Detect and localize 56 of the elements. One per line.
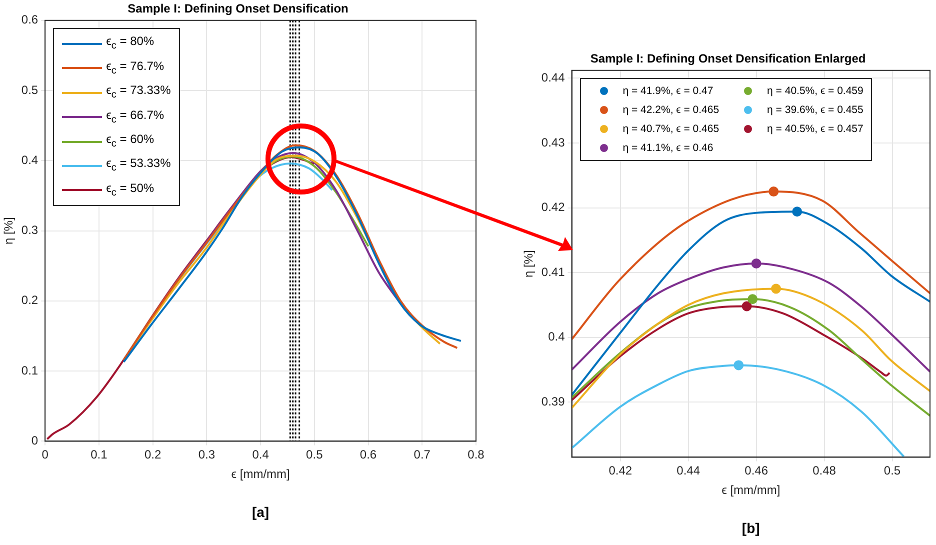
legend-label: η = 41.9%, ϵ = 0.47 [622, 84, 714, 100]
legend-label: η = 40.5%, ϵ = 0.457 [767, 122, 864, 138]
point [734, 360, 744, 370]
point [792, 206, 802, 217]
y-tick-label: 0.5 [21, 82, 38, 97]
point [751, 258, 762, 268]
y-axis-title: η [%] [522, 250, 536, 278]
x-tick-label: 0.1 [90, 448, 108, 462]
y-tick-label: 0.42 [541, 200, 566, 214]
y-tick-label: 0.2 [21, 293, 38, 308]
x-tick-label: 0.42 [608, 464, 632, 478]
y-tick-label: 0.39 [541, 394, 566, 408]
legend-label: ϵ$_{c}$ = 66.7% [106, 106, 164, 127]
x-tick-label: 0.46 [744, 464, 768, 478]
legend-label: ϵ$_{c}$ = 53.33% [106, 155, 171, 176]
chart-title: Sample I: Defining Onset Densification [128, 2, 348, 16]
x-axis-title: ϵ [mm/mm] [722, 483, 780, 498]
legend-label: η = 39.6%, ϵ = 0.455 [767, 103, 864, 118]
legend-label: η = 42.2%, ϵ = 0.465 [622, 103, 720, 118]
legend-label: η = 41.1%, ϵ = 0.46 [622, 141, 714, 156]
legend-label: ϵ$_{c}$ = 76.7% [106, 58, 164, 78]
y-tick-label: 0.4 [21, 152, 38, 167]
y-tick-label: 0 [31, 434, 38, 448]
x-tick-label: 0.7 [414, 448, 431, 462]
y-tick-label: 0.1 [21, 363, 38, 378]
chart-title: Sample I: Defining Onset Densification Enlarged [590, 52, 866, 66]
legend-label: η = 40.7%, ϵ = 0.465 [622, 122, 720, 138]
y-tick-label: 0.44 [541, 70, 566, 84]
point [742, 301, 752, 312]
y-tick-label: 0.4 [548, 330, 566, 344]
y-tick-label: 0.3 [21, 223, 38, 238]
y-tick-label: 0.6 [21, 12, 38, 27]
legend-label: ϵ$_{c}$ = 50% [106, 180, 154, 200]
point [748, 294, 758, 304]
text: [b] [740, 520, 761, 536]
x-tick-label: 0.5 [884, 464, 901, 478]
legend-label: ϵ$_{c}$ = 73.33% [106, 82, 171, 103]
legend-label: ϵ$_{c}$ = 80% [106, 33, 154, 54]
x-tick-label: 0.8 [468, 448, 485, 462]
legend-label: η = 40.5%, ϵ = 0.459 [767, 84, 864, 100]
x-axis-title: ϵ [mm/mm] [231, 467, 290, 482]
legend-label: ϵ$_{c}$ = 60% [106, 130, 154, 152]
x-tick-label: 0.5 [306, 448, 324, 462]
x-tick-label: 0.3 [198, 448, 216, 462]
x-tick-label: 0.44 [676, 464, 700, 478]
y-axis-title: η [%] [2, 217, 16, 244]
text: [a] [250, 504, 270, 520]
y-tick-label: 0.43 [541, 135, 566, 150]
x-tick-label: 0.48 [812, 464, 836, 478]
y-tick-label: 0.41 [541, 264, 566, 279]
point [768, 186, 779, 197]
x-tick-label: 0 [42, 448, 49, 462]
point [771, 284, 782, 294]
x-tick-label: 0.6 [360, 448, 377, 462]
x-tick-label: 0.4 [252, 448, 270, 462]
x-tick-label: 0.2 [144, 448, 162, 462]
